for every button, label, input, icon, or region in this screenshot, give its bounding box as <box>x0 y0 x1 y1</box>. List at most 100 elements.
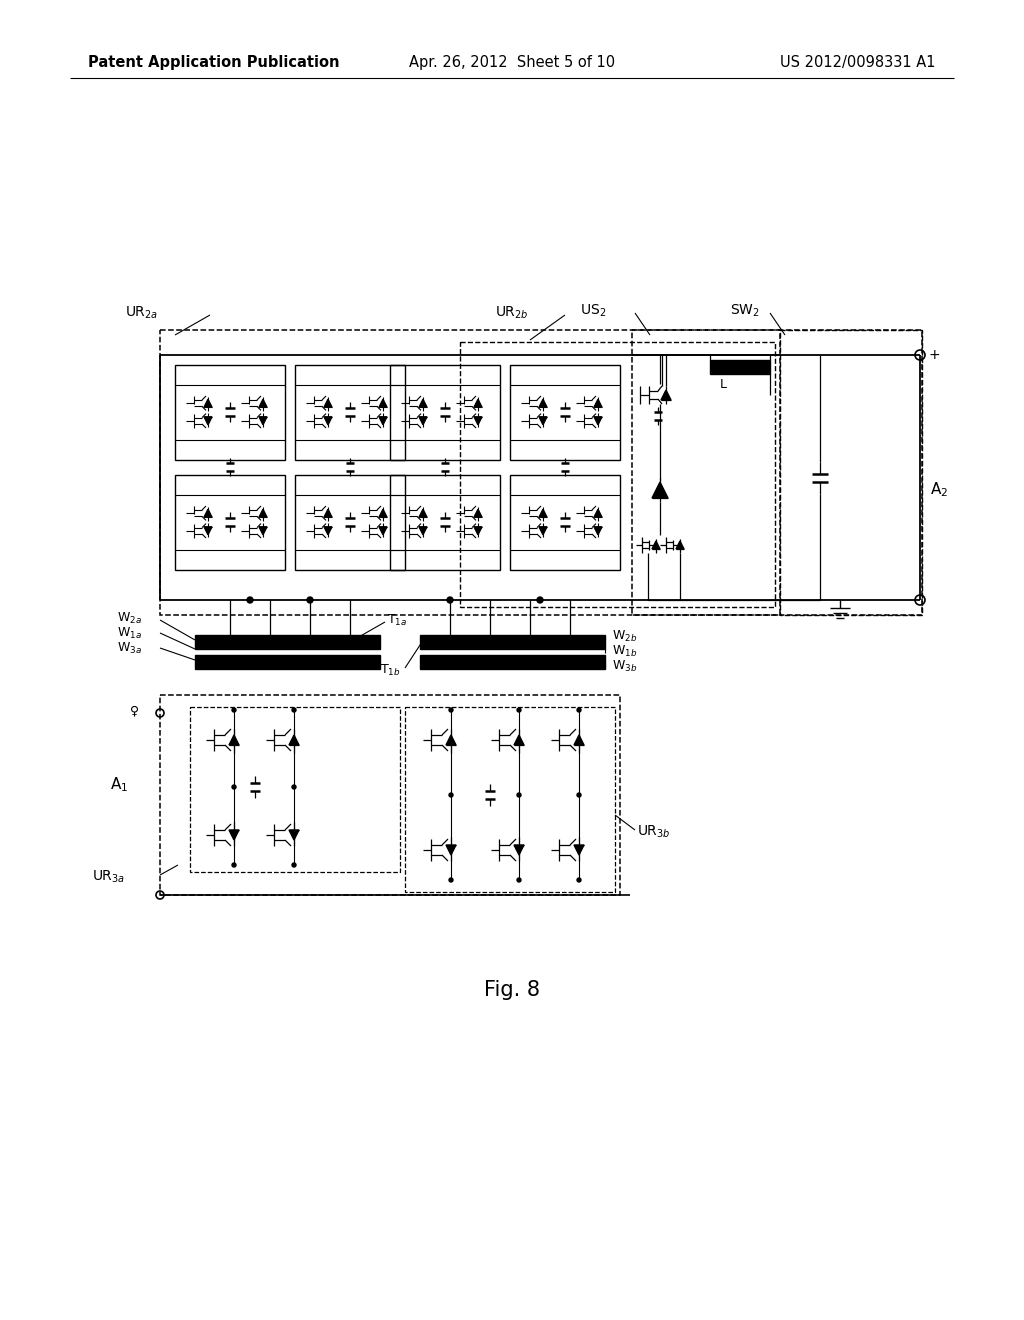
Polygon shape <box>259 417 267 425</box>
Bar <box>420 655 605 669</box>
Polygon shape <box>379 399 387 407</box>
Polygon shape <box>594 417 602 425</box>
Bar <box>510 475 620 570</box>
Polygon shape <box>259 510 267 517</box>
Polygon shape <box>676 541 684 549</box>
Text: UR$_{3a}$: UR$_{3a}$ <box>92 869 125 886</box>
Polygon shape <box>574 735 584 744</box>
Text: A$_{1}$: A$_{1}$ <box>110 776 128 795</box>
Polygon shape <box>539 527 547 535</box>
Polygon shape <box>259 399 267 407</box>
Circle shape <box>449 708 453 711</box>
Text: W$_{3a}$: W$_{3a}$ <box>117 640 142 656</box>
Polygon shape <box>574 845 584 855</box>
Bar <box>510 366 620 459</box>
Text: Apr. 26, 2012  Sheet 5 of 10: Apr. 26, 2012 Sheet 5 of 10 <box>409 55 615 70</box>
Circle shape <box>292 785 296 789</box>
Circle shape <box>517 878 521 882</box>
Text: US 2012/0098331 A1: US 2012/0098331 A1 <box>780 55 936 70</box>
Polygon shape <box>539 417 547 425</box>
Circle shape <box>307 597 313 603</box>
Text: ♀: ♀ <box>130 705 139 718</box>
Text: A$_{2}$: A$_{2}$ <box>930 480 948 499</box>
Bar <box>295 475 406 570</box>
Polygon shape <box>446 845 456 855</box>
Polygon shape <box>419 417 427 425</box>
Text: SW$_{2}$: SW$_{2}$ <box>730 302 760 319</box>
Text: UR$_{2a}$: UR$_{2a}$ <box>125 305 158 321</box>
Circle shape <box>449 793 453 797</box>
Bar <box>160 330 780 615</box>
Circle shape <box>292 708 296 711</box>
Bar <box>190 708 400 873</box>
Polygon shape <box>474 527 482 535</box>
Bar <box>175 475 285 570</box>
Polygon shape <box>539 399 547 407</box>
Text: +: + <box>928 348 940 362</box>
Text: Fig. 8: Fig. 8 <box>484 979 540 1001</box>
Bar <box>195 635 380 649</box>
Bar <box>780 330 922 615</box>
Circle shape <box>577 793 581 797</box>
Text: W$_{3b}$: W$_{3b}$ <box>612 659 637 673</box>
Polygon shape <box>204 417 212 425</box>
Circle shape <box>517 708 521 711</box>
Circle shape <box>577 708 581 711</box>
Text: T$_{1a}$: T$_{1a}$ <box>387 612 408 627</box>
Polygon shape <box>204 510 212 517</box>
Circle shape <box>232 785 236 789</box>
Bar <box>420 635 605 649</box>
Circle shape <box>247 597 253 603</box>
Polygon shape <box>446 735 456 744</box>
Text: Patent Application Publication: Patent Application Publication <box>88 55 340 70</box>
Polygon shape <box>379 510 387 517</box>
Polygon shape <box>652 541 660 549</box>
Bar <box>406 708 615 892</box>
Polygon shape <box>594 510 602 517</box>
Bar <box>390 475 500 570</box>
Polygon shape <box>419 399 427 407</box>
Text: US$_{2}$: US$_{2}$ <box>580 302 606 319</box>
Polygon shape <box>259 527 267 535</box>
Circle shape <box>517 793 521 797</box>
Text: L: L <box>720 379 727 392</box>
Circle shape <box>537 597 543 603</box>
Polygon shape <box>229 735 239 744</box>
Polygon shape <box>229 830 239 840</box>
Polygon shape <box>662 389 671 400</box>
Text: W$_{2a}$: W$_{2a}$ <box>117 610 142 626</box>
Text: UR$_{2b}$: UR$_{2b}$ <box>495 305 528 321</box>
Polygon shape <box>474 399 482 407</box>
Bar <box>195 655 380 669</box>
Polygon shape <box>289 830 299 840</box>
Polygon shape <box>324 510 332 517</box>
Bar <box>175 366 285 459</box>
Circle shape <box>447 597 453 603</box>
Polygon shape <box>324 417 332 425</box>
Polygon shape <box>379 527 387 535</box>
Polygon shape <box>474 510 482 517</box>
Bar <box>632 330 922 615</box>
Polygon shape <box>204 399 212 407</box>
Polygon shape <box>514 735 524 744</box>
Text: W$_{2b}$: W$_{2b}$ <box>612 628 637 644</box>
Polygon shape <box>204 527 212 535</box>
Text: W$_{1a}$: W$_{1a}$ <box>117 626 142 640</box>
Circle shape <box>577 878 581 882</box>
Text: T$_{1b}$: T$_{1b}$ <box>380 663 400 677</box>
Circle shape <box>232 863 236 867</box>
Polygon shape <box>289 735 299 744</box>
Polygon shape <box>652 482 668 498</box>
Polygon shape <box>324 399 332 407</box>
Text: W$_{1b}$: W$_{1b}$ <box>612 643 637 659</box>
Polygon shape <box>474 417 482 425</box>
Polygon shape <box>419 527 427 535</box>
Polygon shape <box>324 527 332 535</box>
Polygon shape <box>594 399 602 407</box>
Bar <box>390 366 500 459</box>
Bar <box>710 360 770 374</box>
Circle shape <box>292 863 296 867</box>
Polygon shape <box>514 845 524 855</box>
Circle shape <box>232 708 236 711</box>
Polygon shape <box>539 510 547 517</box>
